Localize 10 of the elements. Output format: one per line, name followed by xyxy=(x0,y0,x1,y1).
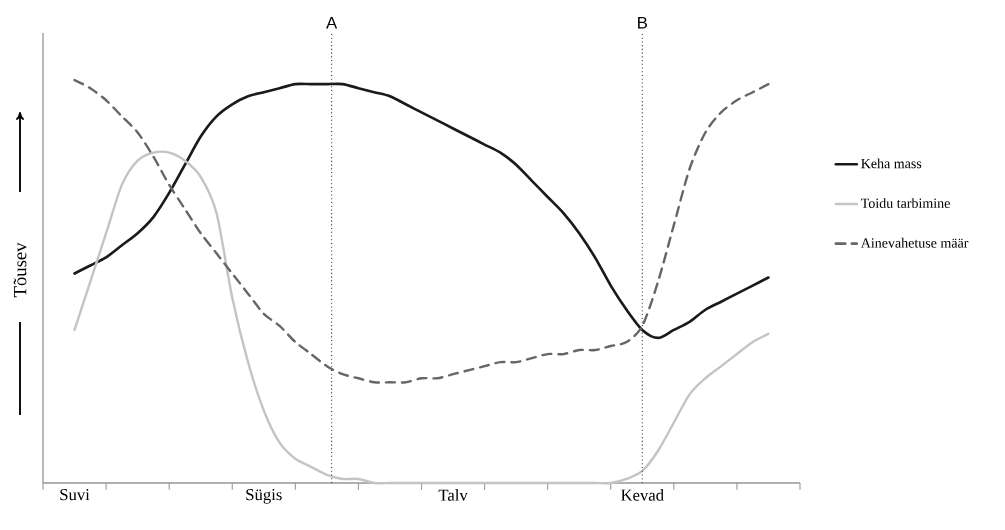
legend-label: Keha mass xyxy=(861,158,922,169)
text: A xyxy=(326,16,338,29)
legend-label: Toidu tarbimine xyxy=(860,198,950,208)
x-tick-label: Sügis xyxy=(246,489,282,504)
legend-label: Ainevahetuse määr xyxy=(860,237,969,248)
x-tick-label: Talv xyxy=(438,489,468,501)
ref-line-label: B xyxy=(638,16,647,29)
y-axis-title: Tõusev xyxy=(13,242,27,298)
x-tick-label: Kevad xyxy=(621,489,664,501)
x-tick-label: Suvi xyxy=(60,489,90,501)
